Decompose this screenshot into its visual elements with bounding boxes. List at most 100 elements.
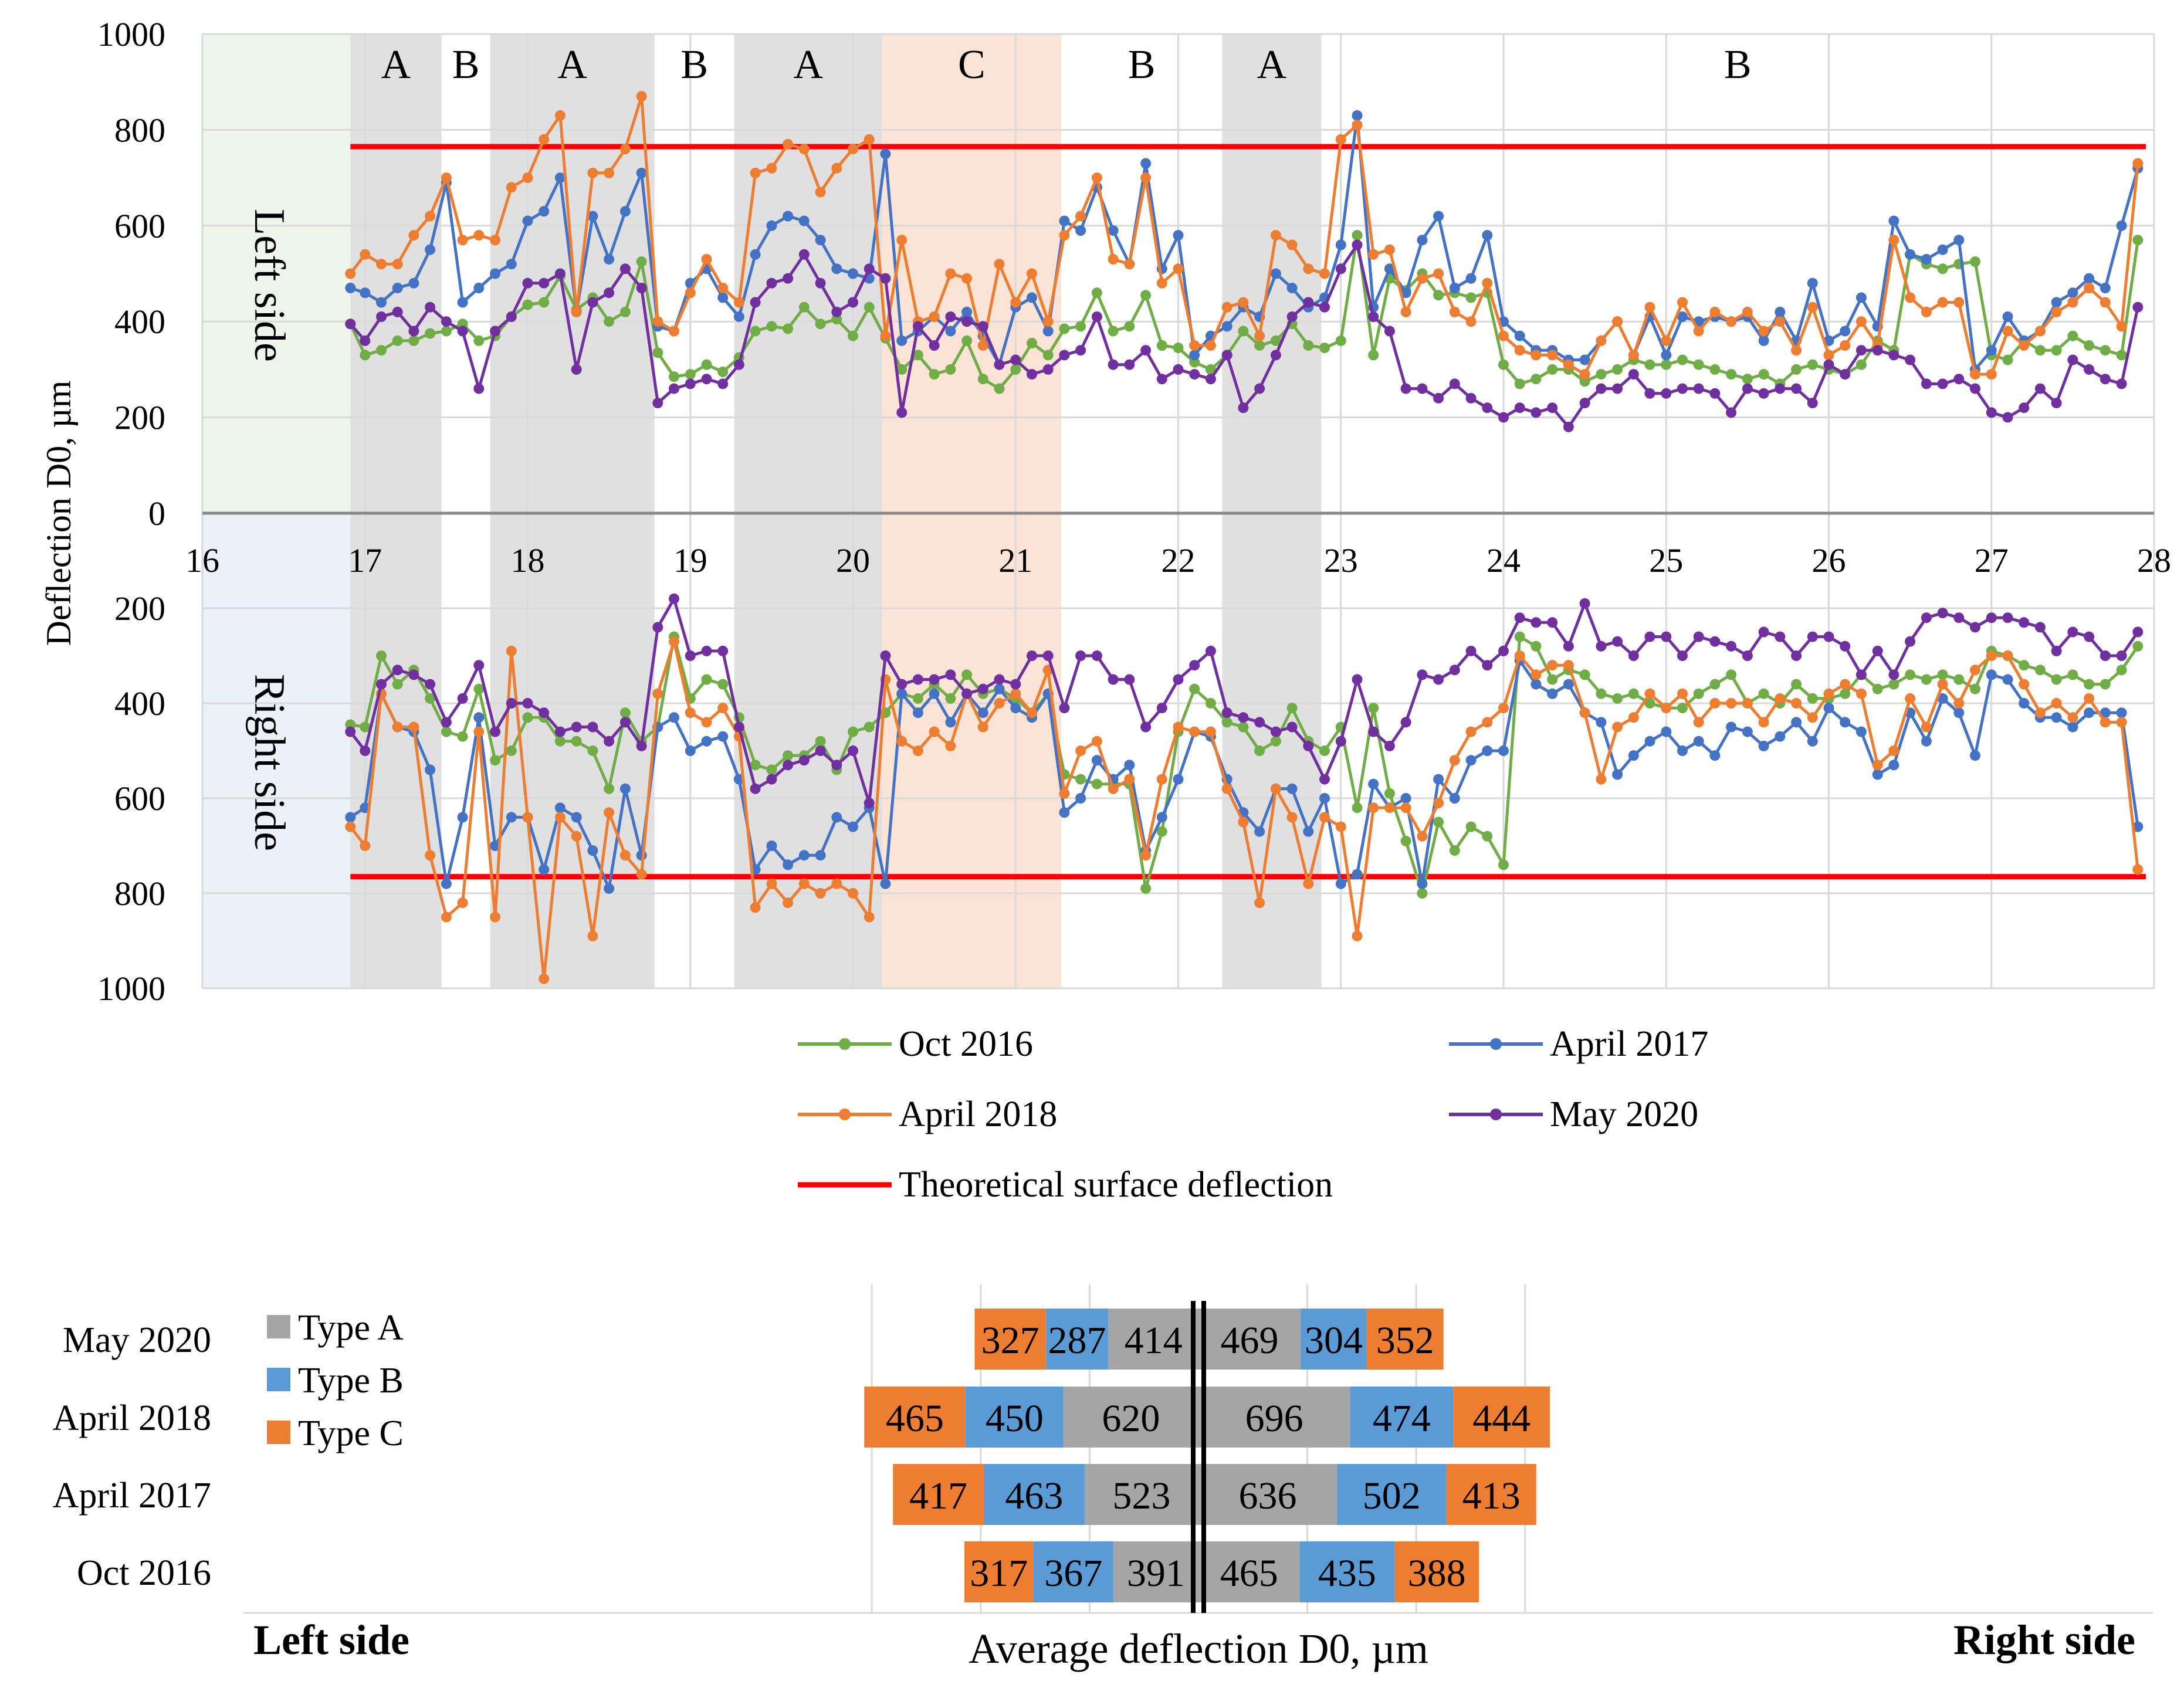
- data-point: [2034, 665, 2046, 676]
- data-point: [1108, 359, 1119, 370]
- data-point: [977, 340, 988, 351]
- data-point: [896, 679, 908, 690]
- bar-segment-left-type-b: [983, 1464, 1085, 1525]
- data-point: [2116, 220, 2127, 231]
- data-point: [864, 911, 875, 923]
- data-point: [1173, 263, 1184, 274]
- data-point: [619, 850, 631, 861]
- bar-legend-swatch: [267, 1421, 290, 1444]
- data-point: [1937, 669, 1948, 680]
- data-point: [766, 162, 777, 174]
- data-point: [2067, 330, 2078, 341]
- data-point: [815, 318, 826, 330]
- y-tick-label-bottom: 800: [114, 875, 165, 913]
- data-point: [1173, 343, 1184, 354]
- data-point: [1775, 306, 1786, 317]
- data-point: [1400, 717, 1411, 728]
- data-point: [571, 736, 582, 747]
- data-point: [1189, 660, 1200, 671]
- data-point: [1449, 665, 1460, 676]
- data-point: [1709, 698, 1721, 709]
- data-point: [1677, 703, 1688, 714]
- data-point: [831, 306, 842, 317]
- data-point: [1775, 731, 1786, 742]
- data-point: [2051, 297, 2062, 308]
- data-point: [1254, 330, 1265, 341]
- data-point: [1465, 821, 1477, 832]
- data-point: [376, 679, 387, 690]
- data-point: [1677, 688, 1688, 699]
- data-point: [2100, 717, 2111, 728]
- data-point: [2132, 301, 2144, 313]
- data-point: [1205, 645, 1216, 656]
- data-point: [554, 726, 566, 737]
- bar-value-label: 502: [1363, 1475, 1421, 1517]
- data-point: [1205, 726, 1216, 737]
- data-point: [1693, 736, 1704, 747]
- data-point: [1465, 273, 1477, 284]
- data-point: [1905, 292, 1916, 303]
- data-point: [929, 340, 940, 351]
- data-point: [441, 726, 452, 737]
- data-point: [1612, 769, 1623, 780]
- data-point: [896, 364, 908, 375]
- data-point: [1693, 383, 1704, 394]
- data-point: [539, 277, 550, 289]
- data-point: [1335, 736, 1346, 747]
- data-point: [1937, 244, 1948, 255]
- data-point: [2002, 326, 2013, 337]
- data-point: [425, 244, 436, 255]
- data-point: [1286, 239, 1298, 250]
- data-point: [961, 316, 973, 327]
- bar-legend-entry: Type C: [267, 1414, 404, 1453]
- data-point: [1628, 350, 1639, 361]
- data-point: [1514, 402, 1525, 414]
- data-point: [2067, 721, 2078, 733]
- y-tick-label-bottom: 200: [114, 589, 165, 628]
- data-point: [733, 311, 744, 322]
- data-point: [1970, 665, 1980, 676]
- bar-category-label: April 2017: [53, 1476, 211, 1516]
- data-point: [1758, 388, 1769, 399]
- data-point: [636, 91, 647, 102]
- data-point: [1579, 598, 1590, 609]
- data-point: [1482, 402, 1493, 414]
- bar-legend-label: Type C: [298, 1414, 404, 1453]
- data-point: [1027, 650, 1037, 661]
- data-point: [994, 259, 1005, 270]
- data-point: [717, 283, 729, 293]
- data-point: [441, 717, 452, 728]
- data-point: [929, 674, 940, 685]
- data-point: [896, 736, 908, 747]
- data-point: [1531, 669, 1542, 680]
- data-point: [522, 215, 533, 226]
- bar-value-label: 413: [1462, 1475, 1521, 1517]
- data-point: [750, 167, 761, 178]
- x-tick-label: 17: [348, 541, 382, 579]
- data-point: [848, 745, 858, 756]
- data-point: [1335, 878, 1346, 889]
- data-point: [506, 698, 517, 709]
- data-point: [1661, 359, 1672, 370]
- data-point: [1173, 364, 1184, 375]
- bar-value-label: 450: [986, 1397, 1044, 1440]
- data-point: [1661, 335, 1672, 346]
- data-point: [1953, 707, 1965, 718]
- data-point: [636, 167, 647, 178]
- data-point: [2002, 674, 2013, 685]
- data-point: [766, 878, 777, 889]
- data-point: [457, 297, 468, 308]
- zone-label: A: [793, 42, 823, 87]
- data-point: [1238, 816, 1249, 828]
- data-point: [1677, 383, 1688, 394]
- data-point: [880, 273, 891, 284]
- bar-segment-left-type-b: [965, 1387, 1064, 1448]
- data-point: [473, 383, 485, 394]
- data-point: [2051, 674, 2062, 685]
- data-point: [880, 878, 891, 889]
- data-point: [1596, 383, 1607, 394]
- data-point: [506, 182, 517, 193]
- data-point: [2002, 311, 2013, 322]
- data-point: [880, 148, 891, 160]
